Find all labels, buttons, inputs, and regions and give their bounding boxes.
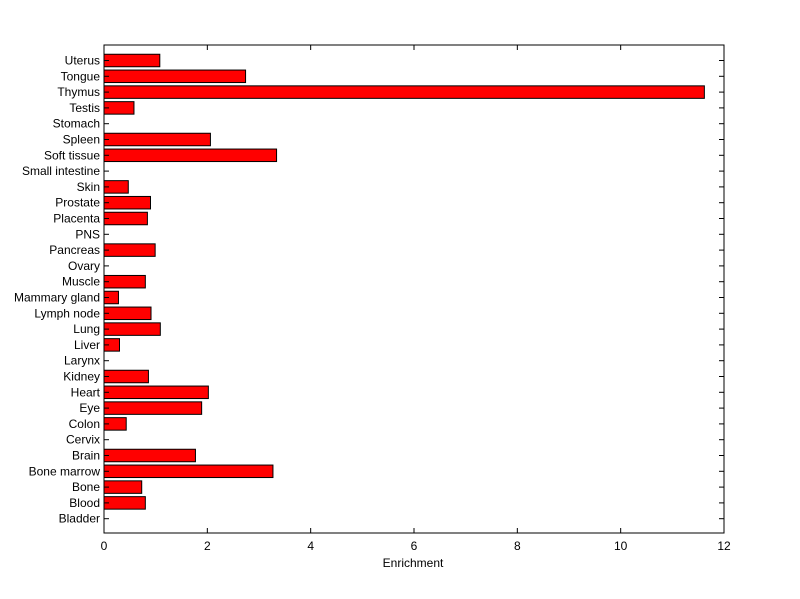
bar: [103, 369, 149, 384]
bar: [103, 496, 146, 510]
bar: [103, 464, 274, 479]
y-tick-label: Mammary gland: [14, 291, 100, 305]
y-tick-label: Ovary: [68, 259, 100, 273]
bar: [103, 480, 143, 494]
y-tick-label: Stomach: [53, 117, 100, 131]
bar: [103, 211, 148, 226]
bar: [103, 148, 278, 163]
y-tick-label: Prostate: [55, 196, 100, 210]
y-tick-label: Lung: [73, 322, 100, 336]
y-tick-label: Spleen: [63, 133, 100, 147]
y-tick-label: Thymus: [57, 85, 100, 99]
y-tick-label: PNS: [75, 227, 100, 241]
bar: [103, 53, 161, 68]
plot-area: [104, 45, 724, 533]
bar: [103, 274, 146, 289]
y-tick-label: Eye: [79, 401, 100, 415]
bar: [103, 306, 152, 321]
bar: [103, 448, 196, 463]
y-tick-label: Liver: [74, 338, 100, 352]
y-tick-label: Kidney: [63, 370, 100, 384]
y-tick-label: Blood: [69, 496, 100, 510]
y-tick-label: Tongue: [61, 69, 101, 83]
x-tick-labels: 0 2 4 6 8 10 12: [101, 539, 731, 553]
bar: [103, 195, 151, 210]
y-tick-label: Testis: [69, 101, 100, 115]
x-tick-label: 12: [717, 539, 731, 553]
y-tick-label: Heart: [71, 385, 101, 399]
bar: [103, 132, 211, 147]
bar: [103, 85, 705, 99]
y-tick-label: Colon: [69, 417, 100, 431]
y-tick-label: Muscle: [62, 275, 100, 289]
x-tick-label: 6: [411, 539, 418, 553]
y-tick-label: Larynx: [64, 354, 100, 368]
y-tick-label: Cervix: [66, 433, 100, 447]
x-tick-label: 4: [307, 539, 314, 553]
x-tick-label: 10: [614, 539, 628, 553]
x-tick-label: 8: [514, 539, 521, 553]
bar: [103, 385, 209, 400]
y-tick-label: Soft tissue: [44, 148, 100, 162]
y-tick-label: Skin: [77, 180, 100, 194]
y-tick-label: Brain: [72, 449, 100, 463]
y-tick-label: Bone: [72, 480, 100, 494]
y-tick-label: Placenta: [53, 212, 100, 226]
y-tick-label: Pancreas: [49, 243, 100, 257]
y-tick-label: Uterus: [65, 54, 100, 68]
bar: [103, 401, 203, 415]
y-tick-label: Bladder: [59, 512, 100, 526]
bar: [103, 243, 156, 257]
bar: [103, 69, 247, 84]
plot-frame: [103, 44, 725, 534]
x-tick-label: 0: [101, 539, 108, 553]
bar: [103, 322, 161, 336]
y-tick-label: Small intestine: [22, 164, 100, 178]
y-tick-label: Bone marrow: [29, 464, 101, 478]
y-tick-label: Lymph node: [34, 306, 100, 320]
x-tick-label: 2: [204, 539, 211, 553]
y-tick-marks: [104, 60, 724, 520]
x-axis-label: Enrichment: [383, 556, 444, 570]
